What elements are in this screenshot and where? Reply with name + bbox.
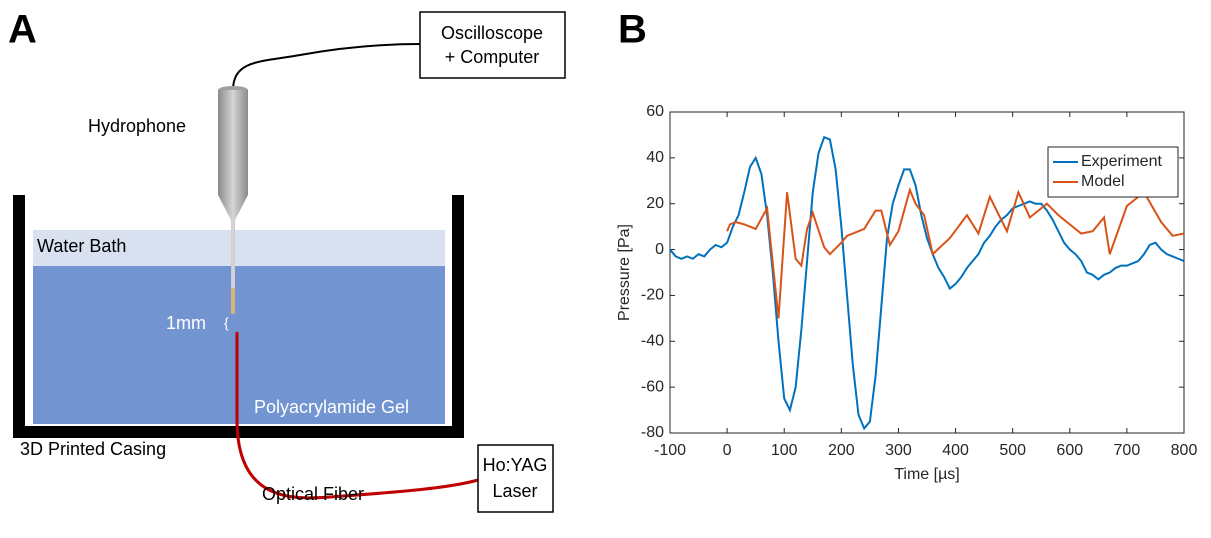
label: Optical Fiber bbox=[262, 484, 364, 504]
y-tick-label: -80 bbox=[641, 424, 664, 441]
chart: -100 0 100 200 300 400 500 600 700 800-80-60-40-2… bbox=[616, 103, 1197, 483]
label: 1mm bbox=[166, 313, 206, 333]
x-tick-label: 0 bbox=[723, 442, 732, 459]
x-tick-label: 500 bbox=[999, 442, 1026, 459]
y-tick-label: -20 bbox=[641, 287, 664, 304]
hydrophone bbox=[218, 90, 248, 290]
tip bbox=[231, 288, 235, 314]
x-tick-label: -100 bbox=[654, 442, 686, 459]
label: Ho:YAG bbox=[483, 455, 548, 475]
legend-box bbox=[1047, 146, 1179, 198]
fiber bbox=[235, 332, 479, 500]
gel bbox=[33, 266, 445, 424]
label: + Computer bbox=[445, 47, 540, 67]
y-tick-label: 0 bbox=[655, 241, 664, 258]
x-tick-label: 700 bbox=[1114, 442, 1141, 459]
panel-letter: B bbox=[618, 8, 647, 52]
y-tick-label: 20 bbox=[646, 195, 664, 212]
x-tick-label: 600 bbox=[1056, 442, 1083, 459]
y-tick-label: -60 bbox=[641, 378, 664, 395]
x-tick-label: 300 bbox=[885, 442, 912, 459]
y-axis-label: Pressure [Pa] bbox=[616, 224, 633, 321]
label: Oscilloscope bbox=[441, 23, 543, 43]
laser-box bbox=[477, 444, 554, 513]
series-line bbox=[669, 135, 1185, 431]
y-tick-label: -40 bbox=[641, 333, 664, 350]
water-bath bbox=[33, 230, 445, 266]
diagram: A Oscilloscope + Computer Ho:YAG Laser H… bbox=[8, 8, 566, 513]
label: Laser bbox=[492, 481, 537, 501]
y-tick-label: 60 bbox=[646, 103, 664, 120]
cable bbox=[232, 43, 421, 89]
x-tick-label: 200 bbox=[828, 442, 855, 459]
x-tick-label: 800 bbox=[1171, 442, 1198, 459]
scope-box bbox=[419, 11, 566, 79]
x-tick-label: 400 bbox=[942, 442, 969, 459]
x-axis-label: Time [µs] bbox=[894, 466, 960, 483]
label: Hydrophone bbox=[88, 116, 186, 136]
legend-label: Experiment bbox=[1081, 153, 1162, 170]
series-line bbox=[726, 186, 1185, 319]
label: Polyacrylamide Gel bbox=[254, 397, 409, 417]
legend-label: Model bbox=[1081, 173, 1125, 190]
label: 3D Printed Casing bbox=[20, 439, 166, 459]
label: Water Bath bbox=[37, 236, 126, 256]
y-tick-label: 40 bbox=[646, 149, 664, 166]
x-tick-label: 100 bbox=[771, 442, 798, 459]
panel-letter: A bbox=[8, 8, 37, 52]
brace: { bbox=[224, 315, 229, 331]
